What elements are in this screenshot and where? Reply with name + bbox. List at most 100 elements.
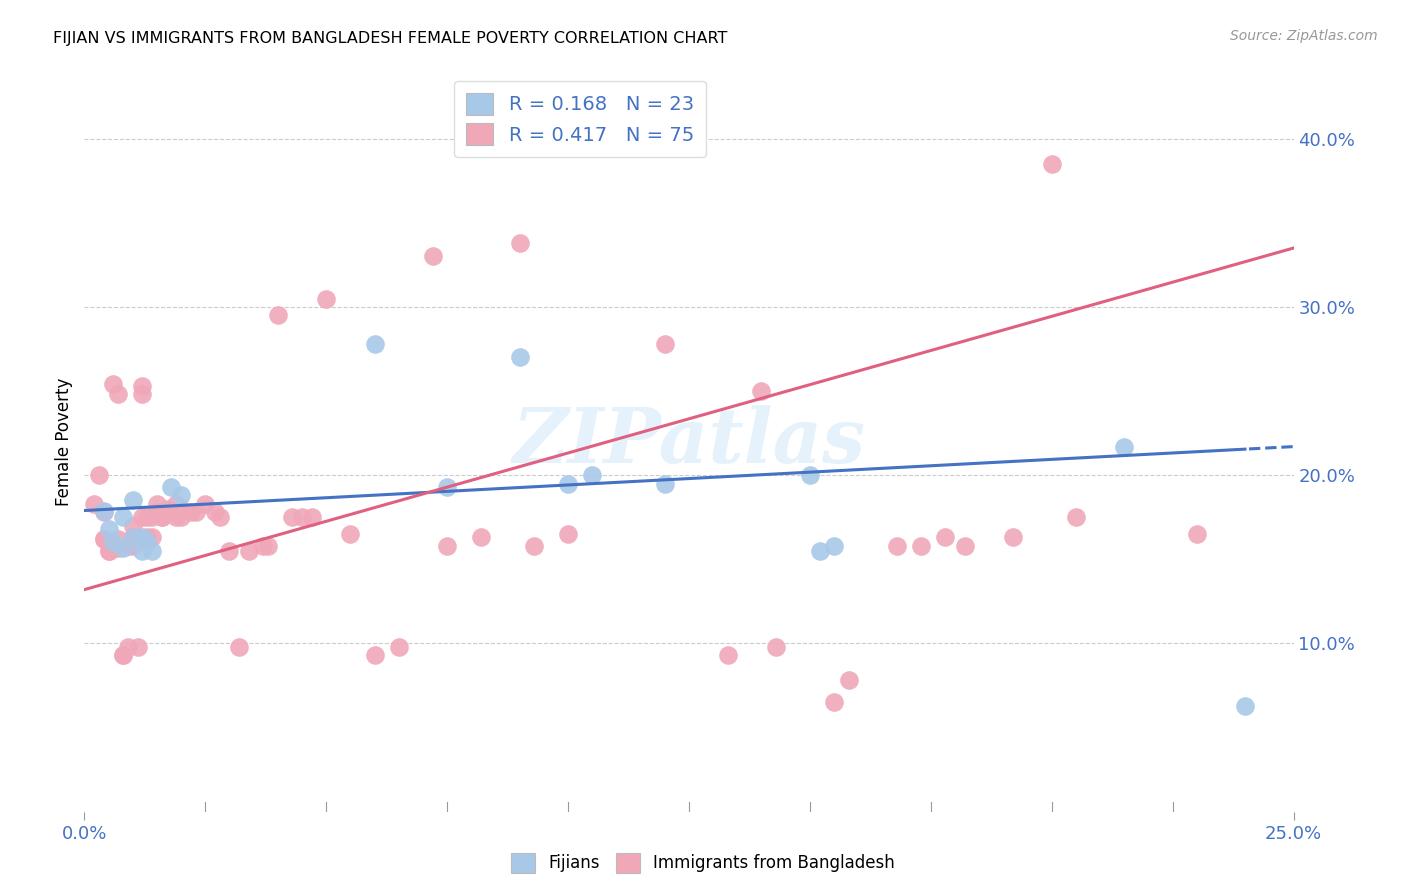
Point [838, 673, 860, 688]
Point [107, 541, 129, 555]
Point [717, 648, 740, 663]
Point [422, 249, 444, 264]
Text: ZIPatlas: ZIPatlas [512, 405, 866, 478]
Point [150, 510, 173, 524]
Point [363, 648, 385, 663]
Point [93, 505, 115, 519]
Point [823, 695, 845, 709]
Point [170, 501, 193, 516]
Point [131, 531, 153, 545]
Point [509, 351, 531, 365]
Point [146, 497, 169, 511]
Point [97, 544, 120, 558]
Point [93, 503, 115, 517]
Point [165, 497, 187, 511]
Point [953, 539, 976, 553]
Point [436, 539, 458, 553]
Point [150, 510, 173, 524]
Point [1040, 157, 1063, 171]
Point [170, 510, 193, 524]
Point [117, 539, 139, 553]
Point [238, 544, 260, 558]
Point [208, 510, 231, 524]
Point [170, 488, 193, 502]
Point [654, 337, 676, 351]
Point [257, 539, 280, 553]
Point [121, 531, 143, 545]
Point [1234, 698, 1257, 713]
Point [136, 535, 159, 549]
Point [112, 510, 135, 524]
Point [141, 544, 163, 558]
Point [751, 384, 773, 398]
Text: Source: ZipAtlas.com: Source: ZipAtlas.com [1230, 29, 1378, 43]
Point [363, 337, 385, 351]
Point [112, 541, 135, 555]
Point [910, 539, 932, 553]
Point [131, 379, 153, 393]
Point [436, 480, 458, 494]
Point [121, 493, 143, 508]
Point [121, 539, 143, 553]
Point [136, 531, 159, 545]
Point [523, 539, 546, 553]
Point [315, 292, 337, 306]
Point [160, 480, 183, 494]
Point [180, 505, 202, 519]
Point [141, 531, 163, 545]
Point [141, 510, 163, 524]
Point [117, 640, 139, 654]
Point [301, 510, 323, 524]
Point [127, 640, 149, 654]
Point [93, 532, 115, 546]
Point [557, 476, 579, 491]
Point [509, 235, 531, 250]
Point [204, 505, 226, 519]
Point [112, 648, 135, 663]
Point [131, 510, 153, 524]
Point [184, 505, 207, 519]
Point [107, 532, 129, 546]
Point [131, 544, 153, 558]
Point [886, 539, 908, 553]
Point [823, 539, 845, 553]
Point [1064, 510, 1087, 524]
Point [291, 510, 314, 524]
Point [388, 640, 411, 654]
Text: FIJIAN VS IMMIGRANTS FROM BANGLADESH FEMALE POVERTY CORRELATION CHART: FIJIAN VS IMMIGRANTS FROM BANGLADESH FEM… [53, 31, 728, 46]
Y-axis label: Female Poverty: Female Poverty [55, 377, 73, 506]
Point [155, 501, 177, 516]
Point [107, 387, 129, 401]
Point [194, 497, 217, 511]
Point [1001, 531, 1024, 545]
Point [93, 532, 115, 546]
Point [121, 518, 143, 533]
Point [97, 522, 120, 536]
Point [281, 510, 304, 524]
Legend: R = 0.168   N = 23, R = 0.417   N = 75: R = 0.168 N = 23, R = 0.417 N = 75 [454, 81, 706, 157]
Point [799, 468, 821, 483]
Point [136, 510, 159, 524]
Point [1185, 527, 1208, 541]
Point [103, 535, 125, 549]
Point [218, 544, 240, 558]
Point [103, 377, 125, 392]
Legend: Fijians, Immigrants from Bangladesh: Fijians, Immigrants from Bangladesh [505, 847, 901, 880]
Point [267, 309, 290, 323]
Point [654, 476, 676, 491]
Point [146, 505, 169, 519]
Point [557, 527, 579, 541]
Point [228, 640, 250, 654]
Point [1114, 440, 1136, 454]
Point [160, 505, 183, 519]
Point [765, 640, 787, 654]
Point [112, 648, 135, 663]
Point [339, 527, 361, 541]
Point [252, 539, 274, 553]
Point [83, 497, 105, 511]
Point [808, 544, 831, 558]
Point [131, 387, 153, 401]
Point [581, 468, 603, 483]
Point [165, 510, 187, 524]
Point [934, 531, 956, 545]
